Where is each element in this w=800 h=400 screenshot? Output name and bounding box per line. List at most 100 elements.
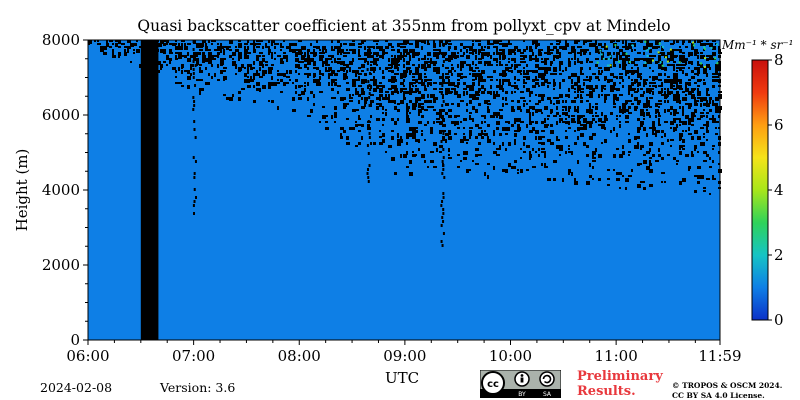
noise-cell	[637, 82, 641, 86]
noise-cell	[661, 94, 664, 96]
noise-cell	[718, 151, 720, 154]
noise-cell	[586, 61, 588, 63]
noise-cell	[676, 40, 679, 43]
noise-cell	[679, 139, 681, 141]
noise-cell	[313, 94, 315, 98]
noise-cell	[628, 112, 632, 114]
noise-cell	[343, 70, 345, 72]
noise-cell	[712, 178, 716, 180]
noise-cell	[181, 64, 184, 68]
noise-cell	[442, 139, 445, 141]
noise-cell	[625, 115, 629, 119]
noise-cell	[511, 49, 515, 53]
noise-cell	[436, 112, 439, 115]
noise-cell	[256, 40, 259, 42]
noise-cell	[355, 109, 359, 111]
noise-cell	[244, 46, 246, 49]
noise-cell	[697, 79, 701, 82]
noise-cell	[364, 97, 368, 101]
noise-cell	[553, 103, 555, 105]
noise-cell	[583, 121, 586, 123]
noise-cell	[400, 154, 402, 158]
noise-cell	[496, 79, 498, 81]
noise-cell	[715, 76, 719, 78]
noise-cell	[298, 97, 302, 100]
noise-cell	[415, 79, 418, 83]
noise-cell	[388, 145, 392, 148]
noise-cell	[628, 70, 631, 73]
noise-cell	[664, 88, 666, 90]
streak-cell	[440, 40, 443, 43]
noise-cell	[406, 40, 409, 44]
noise-cell	[397, 73, 399, 75]
noise-cell	[601, 112, 603, 116]
noise-cell	[478, 91, 480, 93]
noise-cell	[478, 73, 482, 77]
noise-cell	[544, 151, 546, 155]
streak-cell	[194, 160, 197, 163]
noise-cell	[457, 103, 460, 107]
noise-cell	[556, 52, 560, 54]
noise-cell	[538, 76, 541, 78]
noise-cell	[415, 103, 417, 107]
noise-cell	[454, 124, 456, 126]
noise-cell	[475, 163, 479, 165]
noise-cell	[259, 55, 261, 57]
noise-cell	[346, 76, 348, 79]
noise-cell	[697, 73, 699, 76]
noise-cell	[391, 118, 394, 121]
noise-cell	[556, 55, 559, 59]
noise-cell	[88, 43, 90, 45]
noise-cell	[463, 136, 466, 139]
noise-cell	[346, 82, 349, 84]
noise-cell	[430, 106, 434, 108]
noise-cell	[628, 91, 630, 95]
noise-cell	[400, 43, 403, 45]
noise-cell	[574, 49, 576, 53]
noise-cell	[343, 67, 346, 70]
noise-cell	[613, 154, 616, 158]
noise-cell	[295, 70, 297, 73]
noise-cell	[439, 121, 443, 125]
noise-cell	[421, 103, 424, 105]
noise-cell	[418, 52, 420, 55]
noise-cell	[535, 55, 537, 58]
noise-cell	[547, 82, 551, 84]
noise-cell	[616, 178, 620, 181]
noise-cell	[544, 163, 546, 167]
noise-cell	[661, 52, 665, 56]
noise-cell	[565, 94, 569, 97]
noise-cell	[652, 88, 654, 90]
noise-cell	[709, 100, 711, 104]
noise-cell	[391, 64, 393, 68]
noise-cell	[577, 85, 581, 89]
streak-cell	[193, 128, 196, 131]
noise-cell	[688, 133, 692, 135]
noise-cell	[604, 46, 608, 50]
noise-cell	[586, 154, 589, 157]
noise-cell	[634, 70, 637, 73]
noise-cell	[610, 130, 612, 133]
noise-cell	[469, 52, 472, 54]
noise-cell	[388, 88, 392, 90]
noise-cell	[100, 49, 104, 52]
noise-cell	[646, 133, 648, 137]
noise-cell	[370, 67, 374, 71]
noise-cell	[271, 40, 275, 43]
noise-cell	[703, 97, 707, 101]
noise-cell	[631, 61, 635, 64]
noise-cell	[466, 142, 468, 144]
noise-cell	[187, 76, 191, 80]
noise-cell	[625, 64, 627, 66]
noise-cell	[622, 106, 626, 110]
noise-cell	[649, 61, 652, 64]
noise-cell	[658, 55, 661, 58]
noise-cell	[637, 67, 639, 70]
noise-cell	[409, 70, 412, 73]
noise-cell	[685, 82, 688, 85]
streak-cell	[442, 192, 445, 195]
noise-cell	[682, 97, 685, 101]
noise-cell	[112, 55, 116, 58]
noise-cell	[370, 61, 374, 63]
noise-cell	[532, 58, 536, 60]
